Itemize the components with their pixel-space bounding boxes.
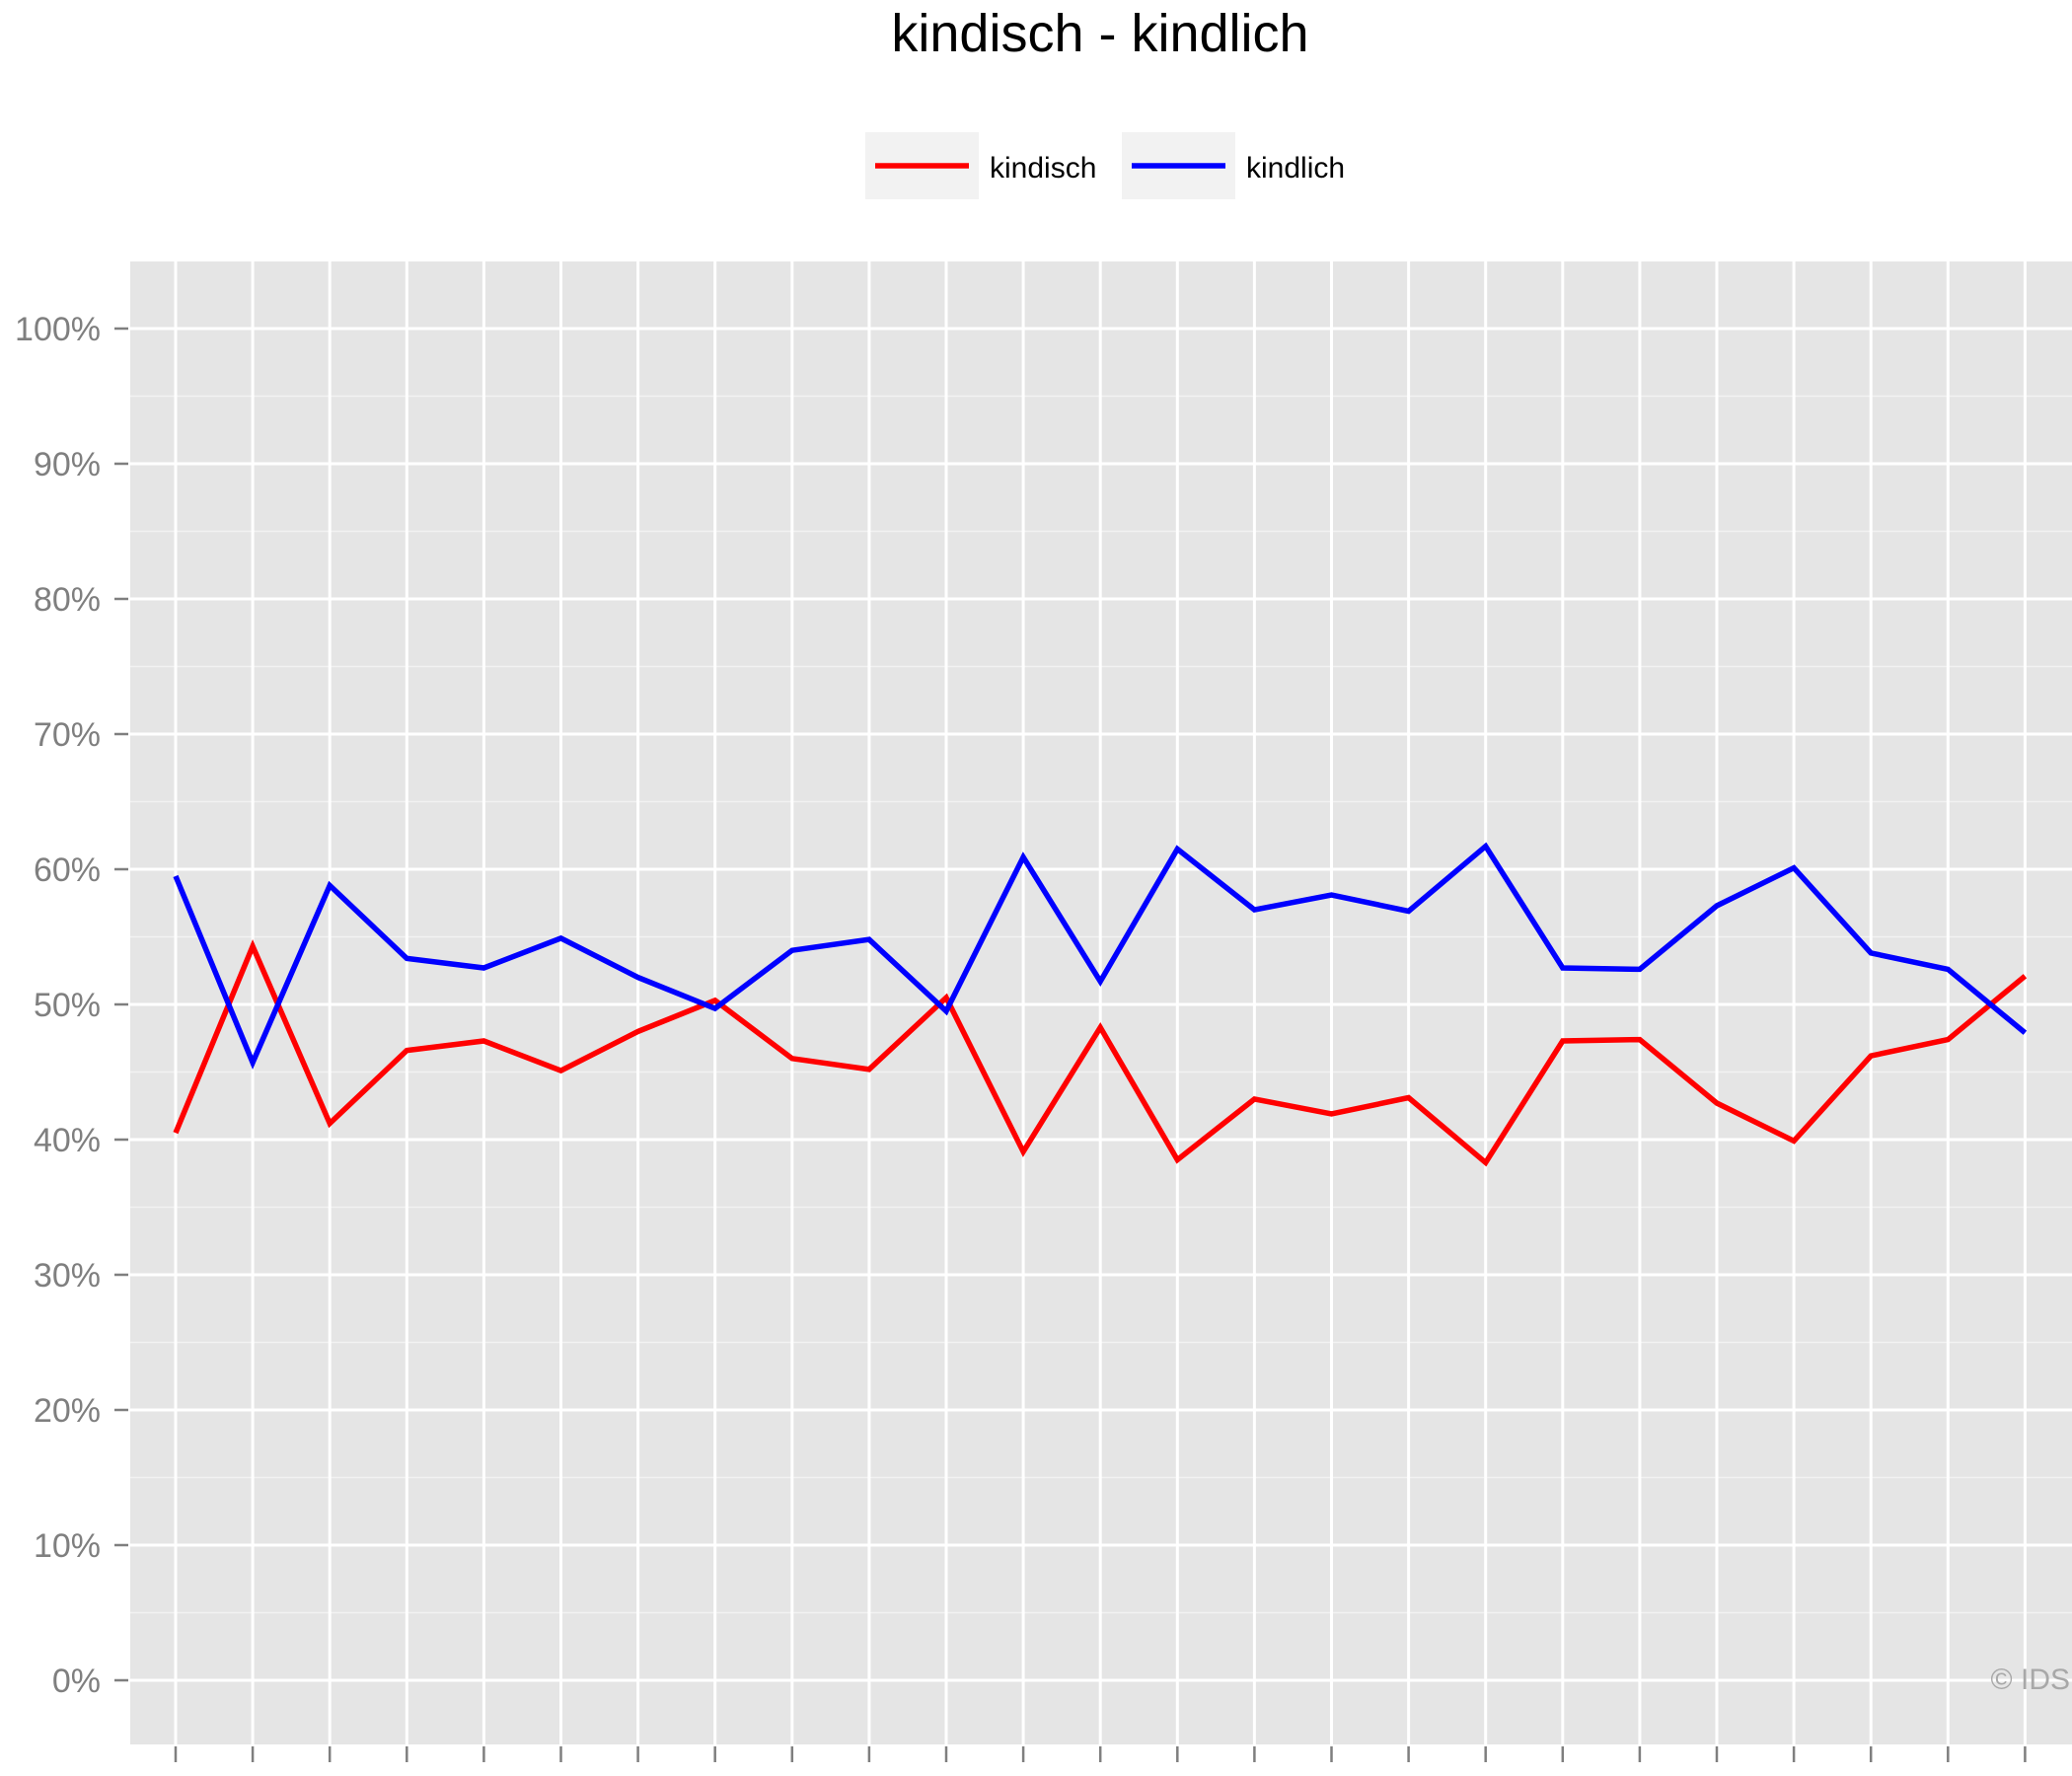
watermark: © IDS [1991,1664,2070,1696]
y-tick-label: 60% [34,851,101,889]
legend-label-kindlich: kindlich [1246,152,1345,185]
legend: kindisch kindlich [865,132,1345,199]
y-tick-label: 10% [34,1527,101,1565]
y-tick-label: 20% [34,1392,101,1430]
y-tick-label: 70% [34,716,101,754]
y-tick-label: 30% [34,1257,101,1295]
y-tick-label: 100% [15,311,101,348]
series-line-kindisch [173,939,2028,1167]
y-tick-label: 40% [34,1122,101,1159]
y-tick-label: 80% [34,581,101,619]
series-line-kindlich [173,842,2028,1070]
plot-area: 0% 10% 20% 30% 40% 50% 60% 70% 80% 90% 100% [15,261,2072,1762]
y-tick-label: 90% [34,446,101,483]
y-tick-label: 50% [34,987,101,1024]
y-tick-label: 0% [52,1663,101,1700]
chart-title: kindisch - kindlich [891,4,1308,63]
legend-label-kindisch: kindisch [990,152,1096,185]
